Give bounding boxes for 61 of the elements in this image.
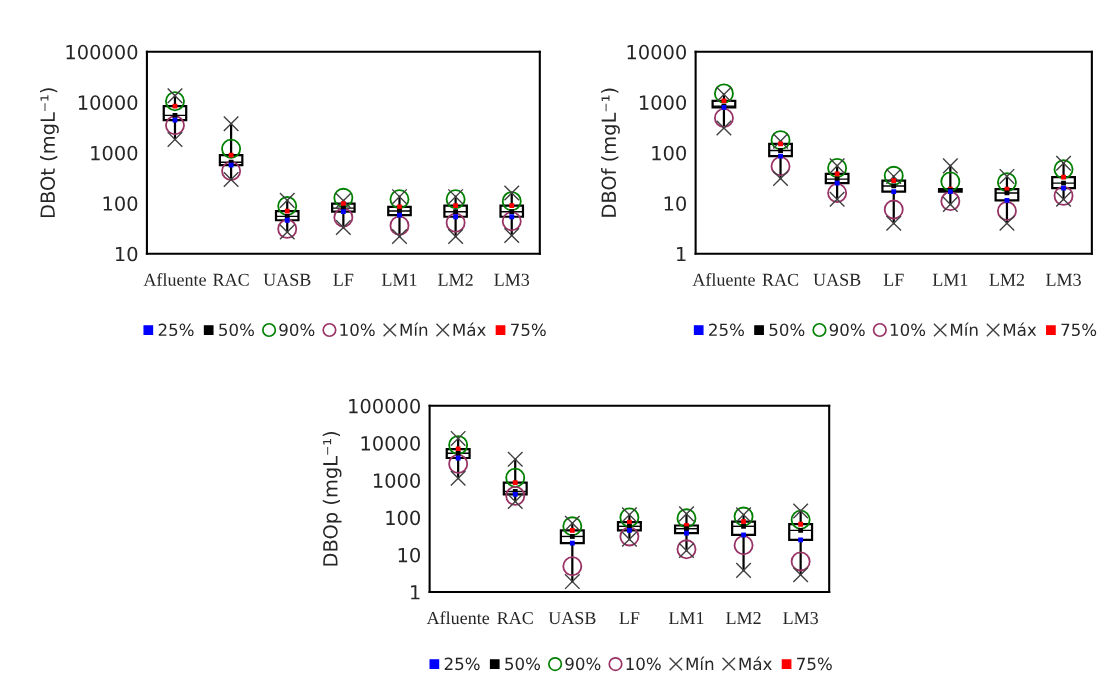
x-tick-label: LF — [883, 273, 904, 286]
x-tick-label: LM2 — [726, 611, 761, 624]
legend-label: 10% — [340, 323, 375, 337]
x-tick-label: RAC — [762, 273, 799, 286]
x-tick-label: LM1 — [381, 273, 417, 286]
y-tick-label: 10000 — [627, 44, 686, 60]
y-tick-label: 1 — [411, 585, 420, 600]
x-tick-label: LM2 — [989, 273, 1025, 286]
x-tick-label: LF — [619, 612, 640, 624]
legend-label: 25% — [709, 323, 744, 337]
y-tick-label: 1000 — [91, 145, 138, 161]
y-axis-title: DBOp (mgL⁻¹) — [322, 431, 342, 566]
legend-label: 25% — [158, 323, 194, 337]
legend-label: 90% — [279, 323, 315, 337]
y-tick-label: 1000 — [639, 95, 686, 110]
y-tick-label: 10 — [115, 246, 138, 262]
y-tick-label: 100 — [386, 510, 420, 526]
x-tick-label: LM3 — [1046, 273, 1081, 286]
y-tick-label: 100 — [652, 145, 686, 161]
y-tick-label: 100 — [103, 196, 138, 211]
x-tick-label: Afluente — [426, 611, 490, 625]
y-tick-label: 10000 — [361, 435, 420, 451]
x-tick-label: Afluente — [143, 272, 206, 286]
y-tick-label: 1000 — [373, 473, 420, 488]
legend-label: 10% — [890, 323, 926, 337]
x-tick-label: LM3 — [783, 611, 818, 625]
legend-label: 50% — [219, 323, 254, 337]
legend-label: Máx — [1003, 322, 1037, 337]
y-tick-label: 100000 — [66, 44, 138, 60]
y-tick-label: 10000 — [78, 95, 138, 110]
legend-label: 50% — [769, 323, 805, 337]
y-axis-title: DBOt (mgL⁻¹) — [40, 88, 59, 218]
y-tick-label: 10 — [664, 196, 686, 211]
x-tick-label: LF — [333, 273, 354, 286]
legend-label: Mín — [951, 322, 978, 336]
y-axis-title: DBOf (mgL⁻¹) — [601, 88, 620, 217]
y-tick-label: 100000 — [349, 398, 420, 414]
legend-label: Mín — [686, 656, 714, 670]
legend-label: 75% — [511, 323, 546, 337]
x-tick-label: UASB — [813, 273, 861, 286]
y-tick-label: 10 — [398, 547, 420, 563]
legend-label: Mín — [400, 322, 428, 336]
x-tick-label: RAC — [213, 273, 249, 286]
x-tick-label: UASB — [548, 611, 596, 625]
x-tick-label: RAC — [497, 611, 533, 625]
legend-label: 25% — [444, 657, 480, 671]
x-tick-label: LM2 — [438, 273, 473, 286]
legend-label: 10% — [626, 657, 661, 671]
legend-label: Máx — [739, 656, 772, 671]
legend-label: Máx — [453, 322, 486, 337]
x-tick-label: LM1 — [932, 273, 968, 286]
legend-label: 75% — [1061, 323, 1097, 337]
x-tick-label: LM3 — [494, 273, 530, 286]
y-tick-label: 1 — [677, 246, 686, 262]
x-tick-label: Afluente — [692, 272, 755, 286]
legend-label: 50% — [505, 657, 541, 671]
legend-label: 90% — [829, 323, 865, 337]
legend-label: 75% — [797, 657, 832, 671]
legend-label: 90% — [565, 657, 601, 671]
x-tick-label: UASB — [263, 273, 311, 286]
x-tick-label: LM1 — [668, 612, 704, 624]
